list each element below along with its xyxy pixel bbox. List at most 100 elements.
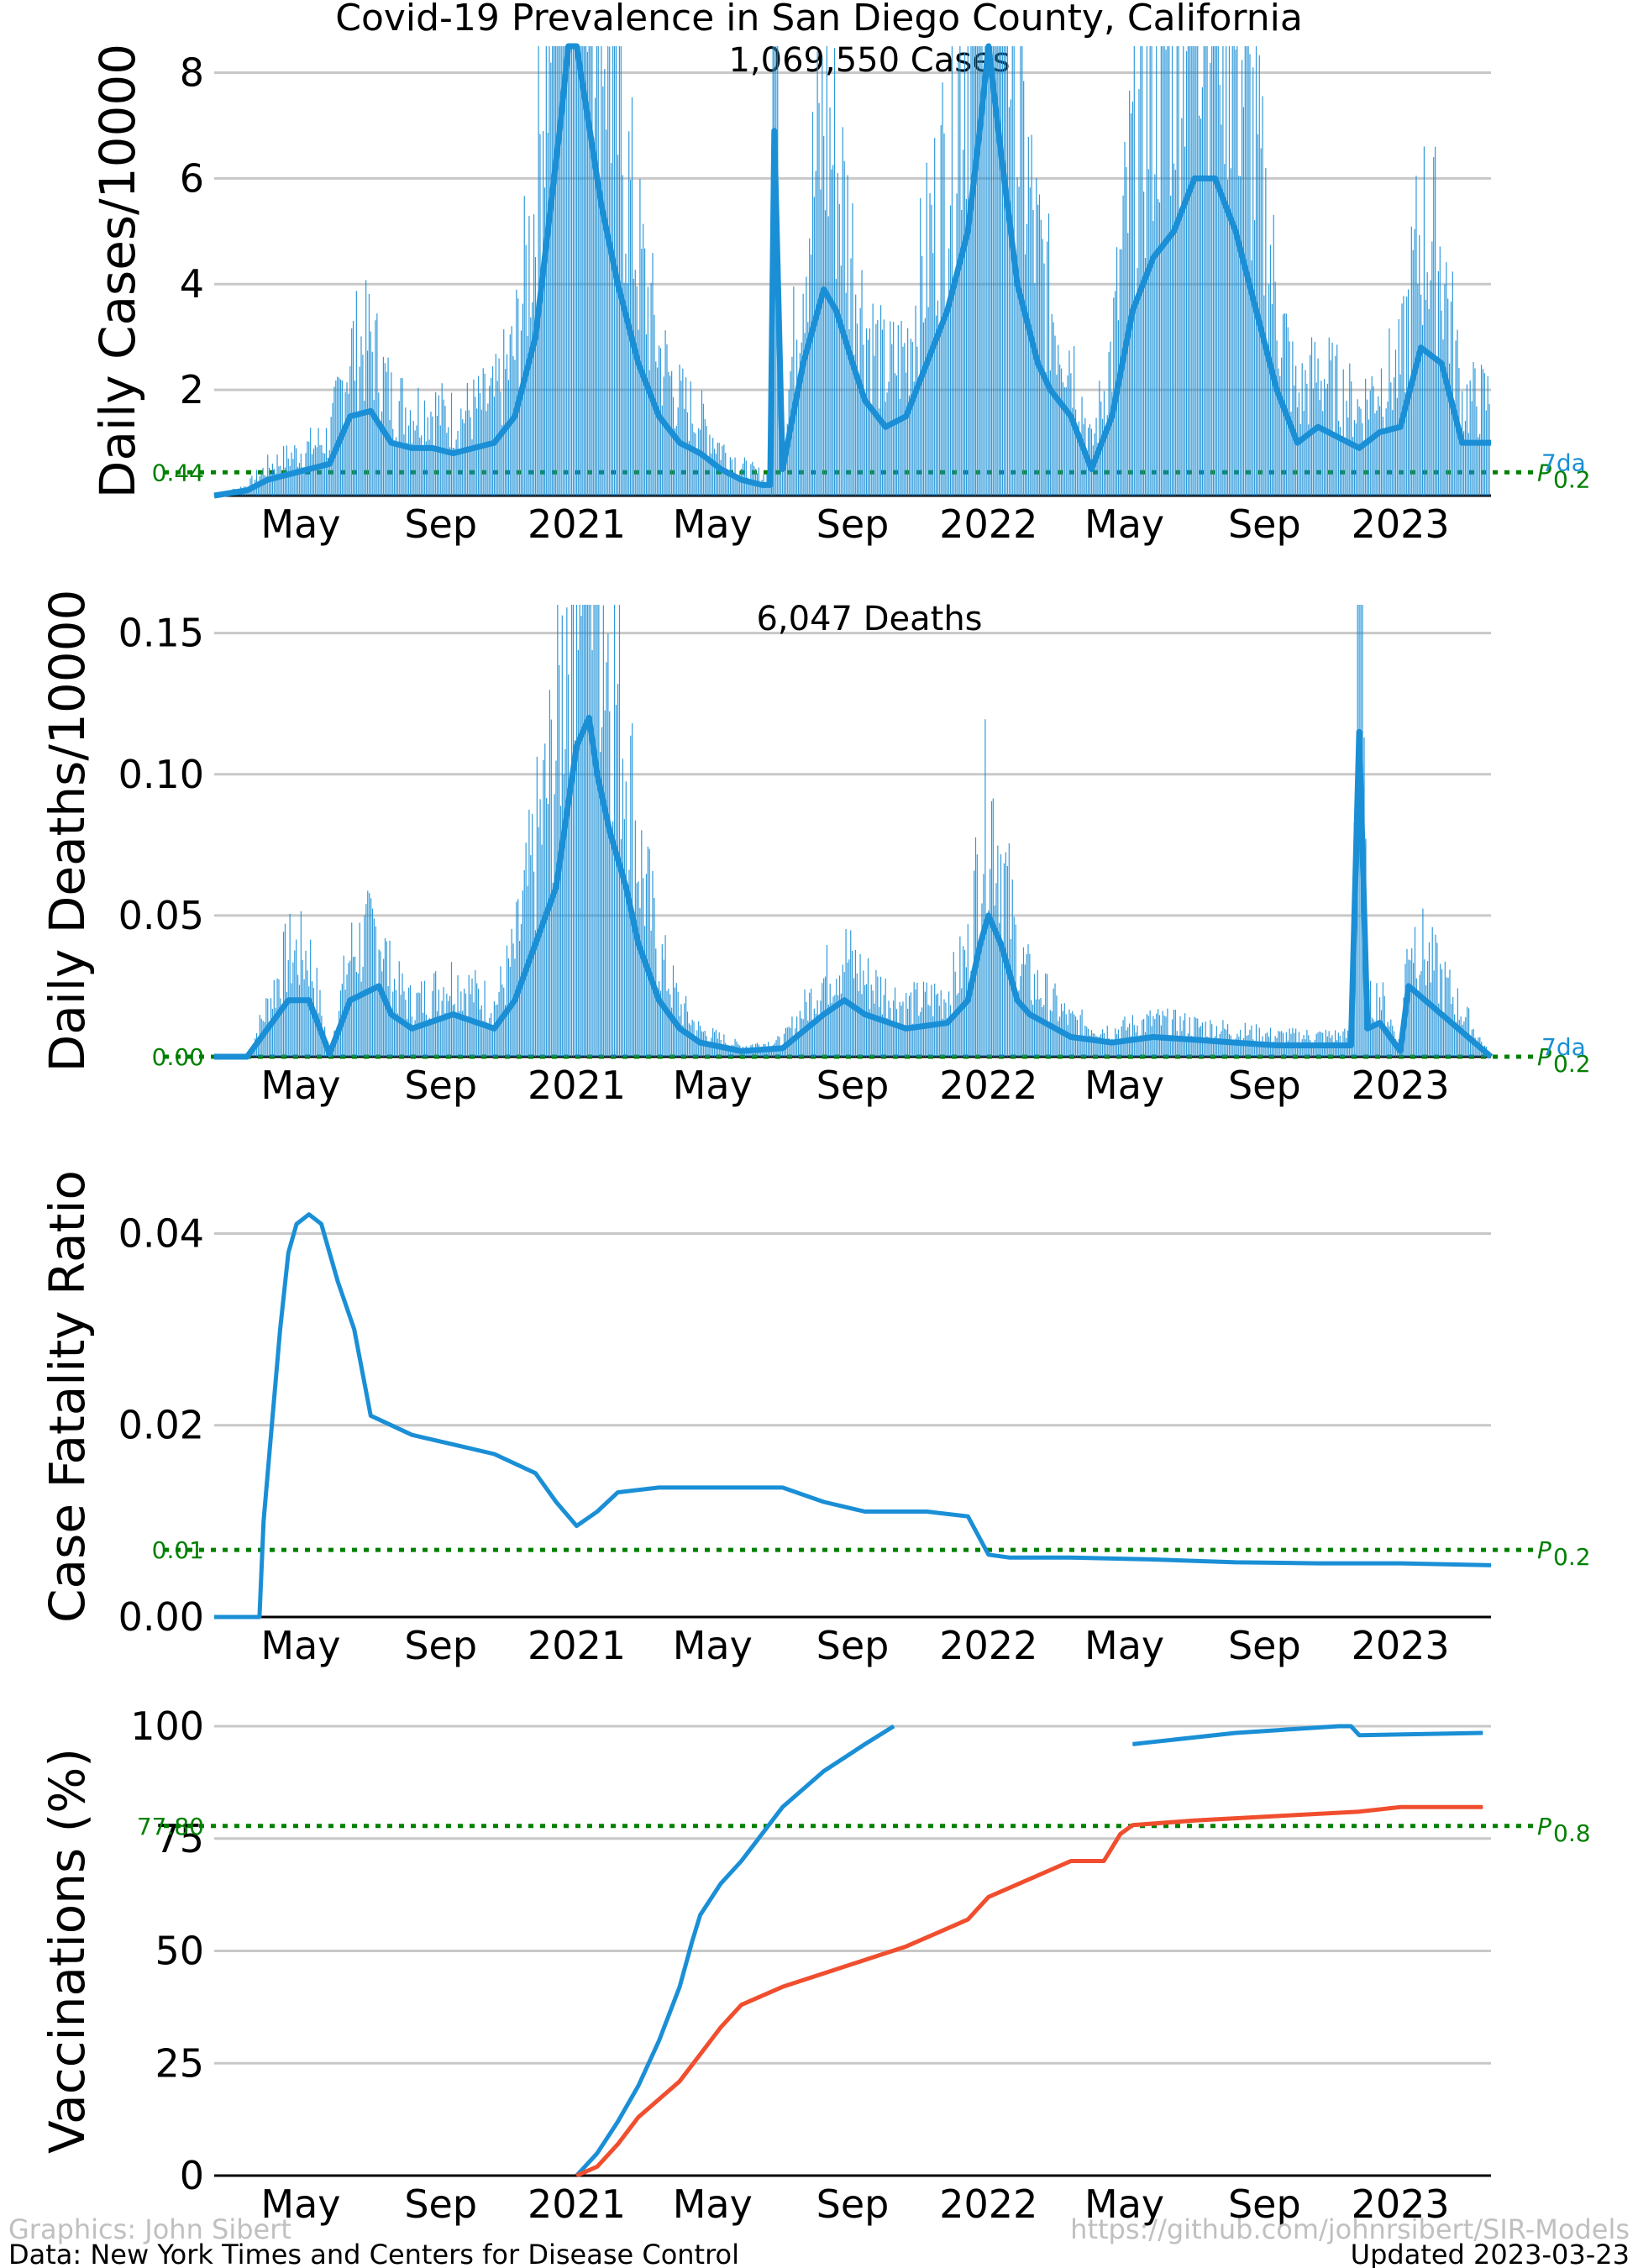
data-point xyxy=(638,943,639,944)
y-tick-label: 0 xyxy=(180,2153,204,2198)
x-tick-label: 2022 xyxy=(939,2181,1037,2227)
y-tick-label: 75 xyxy=(155,1816,204,1861)
data-point xyxy=(782,1047,784,1049)
reference-p-subscript: 0.2 xyxy=(1553,1543,1591,1571)
y-tick-label: 0.15 xyxy=(118,611,204,656)
data-point xyxy=(802,363,804,365)
data-point xyxy=(638,363,639,365)
data-point xyxy=(720,469,722,470)
data-point xyxy=(1090,469,1092,470)
data-point xyxy=(1029,1014,1031,1016)
reference-value-label: 0.00 xyxy=(152,1043,204,1071)
data-point xyxy=(885,426,886,428)
data-point xyxy=(263,1520,265,1522)
data-point xyxy=(1317,426,1319,428)
reference-value-label: 77.80 xyxy=(137,1813,204,1840)
series-line-dose1 xyxy=(575,1724,895,2177)
data-point xyxy=(988,1554,990,1556)
data-point xyxy=(823,1972,825,1974)
data-point xyxy=(1297,442,1299,444)
y-tick-label: 50 xyxy=(155,1929,204,1974)
x-tick-label: Sep xyxy=(1228,2181,1301,2227)
x-tick-label: Sep xyxy=(1228,1623,1301,1668)
data-point xyxy=(864,1959,866,1961)
x-tick-label: May xyxy=(673,1063,753,1108)
y-tick-label: 0.04 xyxy=(118,1210,204,1256)
data-point xyxy=(575,45,577,47)
data-point xyxy=(432,447,433,449)
data-point xyxy=(988,1896,990,1898)
data-point xyxy=(568,801,570,803)
data-point xyxy=(979,943,981,944)
data-point xyxy=(967,1515,969,1517)
data-point xyxy=(741,1050,743,1052)
y-tick-label: 0.02 xyxy=(118,1403,204,1448)
data-point xyxy=(864,1510,866,1512)
x-tick-label: Sep xyxy=(404,2181,477,2227)
data-point xyxy=(575,745,577,747)
data-point xyxy=(1037,363,1039,365)
x-tick-label: May xyxy=(260,1623,340,1668)
data-point xyxy=(308,1214,310,1215)
x-tick-label: 2022 xyxy=(939,501,1037,547)
data-point xyxy=(328,1053,330,1055)
x-tick-label: 2023 xyxy=(1352,2181,1450,2227)
series-label: 7da xyxy=(1541,449,1586,476)
x-tick-label: May xyxy=(1084,1063,1164,1108)
x-tick-label: 2021 xyxy=(528,2181,626,2227)
data-point xyxy=(1173,230,1174,232)
footer-updated: Updated 2023-03-23 xyxy=(1351,2239,1630,2268)
footer-data-source: Data: New York Times and Centers for Dis… xyxy=(8,2239,739,2268)
y-tick-label: 8 xyxy=(180,50,204,95)
x-tick-label: Sep xyxy=(816,2181,890,2227)
data-point xyxy=(1399,1806,1401,1808)
data-point xyxy=(287,474,289,475)
x-tick-label: Sep xyxy=(816,1623,890,1668)
data-point xyxy=(823,1501,825,1503)
data-point xyxy=(246,1056,248,1058)
data-point xyxy=(1399,1050,1401,1052)
data-point xyxy=(1276,1815,1278,1817)
x-tick-label: May xyxy=(260,2181,340,2227)
data-point xyxy=(638,2116,639,2118)
x-tick-label: Sep xyxy=(816,501,890,547)
data-point xyxy=(559,124,561,126)
x-tick-label: 2021 xyxy=(528,1623,626,1668)
data-point xyxy=(782,1487,784,1488)
series-line-complete xyxy=(575,1804,1483,2178)
data-point xyxy=(967,230,969,232)
data-point xyxy=(1399,426,1401,428)
series-line-dose1-late xyxy=(1132,1724,1483,1746)
data-point xyxy=(1350,1045,1352,1047)
data-point xyxy=(988,45,990,47)
data-point xyxy=(823,289,825,291)
data-point xyxy=(547,230,549,232)
data-point xyxy=(1256,310,1257,312)
data-point xyxy=(638,2085,639,2087)
data-point xyxy=(720,1882,722,1884)
y-tick-label: 100 xyxy=(130,1704,204,1749)
data-point xyxy=(1276,1045,1278,1047)
x-tick-label: Sep xyxy=(404,1063,477,1108)
x-tick-label: May xyxy=(673,1623,753,1668)
data-point xyxy=(267,1027,269,1029)
reference-value-label: 0.44 xyxy=(152,459,204,486)
x-tick-label: May xyxy=(260,1063,340,1108)
data-point xyxy=(452,453,454,454)
data-point xyxy=(596,2152,598,2154)
reference-p-subscript: 0.8 xyxy=(1553,1819,1591,1847)
x-tick-label: 2021 xyxy=(528,501,626,547)
data-point xyxy=(493,1453,495,1455)
data-point xyxy=(720,2026,722,2028)
data-point xyxy=(596,2166,598,2167)
data-point xyxy=(1131,1743,1133,1745)
data-point xyxy=(782,469,784,470)
data-point xyxy=(1152,1559,1154,1561)
data-point xyxy=(555,886,557,888)
data-point xyxy=(700,2054,701,2055)
daily-spikes xyxy=(248,605,1490,1057)
data-point xyxy=(864,1743,866,1745)
data-point xyxy=(213,1056,215,1058)
x-tick-label: May xyxy=(1084,2181,1164,2227)
data-point xyxy=(1276,389,1278,391)
